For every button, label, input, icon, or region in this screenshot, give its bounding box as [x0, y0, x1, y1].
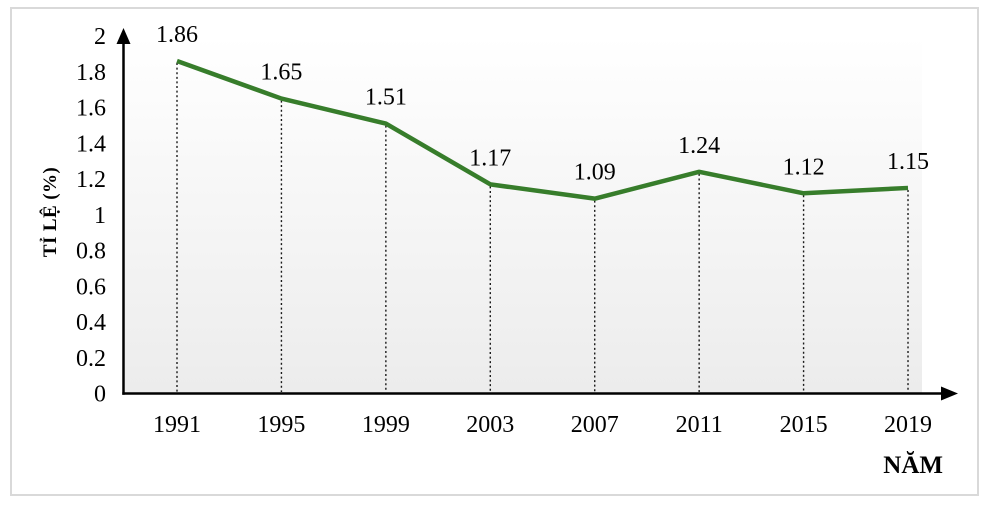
y-tick-label-1: 1 [94, 203, 106, 229]
y-axis-arrow-icon [116, 28, 131, 44]
y-tick-label-0.6: 0.6 [76, 274, 106, 300]
point-label-2019: 1.15 [887, 149, 929, 175]
y-tick-label-0.8: 0.8 [76, 239, 106, 265]
x-tick-label-2007: 2007 [571, 412, 619, 438]
point-label-2003: 1.17 [469, 145, 511, 171]
y-tick-label-0: 0 [94, 382, 106, 408]
point-label-2007: 1.09 [574, 160, 616, 186]
y-tick-label-0.2: 0.2 [76, 346, 106, 372]
x-axis-title: NĂM [883, 452, 943, 479]
data-series-line [176, 58, 909, 201]
y-tick-label-1.2: 1.2 [76, 167, 106, 193]
x-tick-label-1999: 1999 [362, 412, 410, 438]
x-tick-label-1991: 1991 [153, 412, 201, 438]
point-label-2015: 1.12 [783, 154, 825, 180]
y-tick-label-1.4: 1.4 [76, 131, 106, 157]
point-label-1999: 1.51 [365, 85, 407, 111]
x-tick-label-2019: 2019 [884, 412, 932, 438]
x-axis-arrow-icon [941, 386, 958, 401]
plot-area [125, 36, 922, 393]
chart-border-frame [10, 7, 979, 496]
y-tick-label-0.4: 0.4 [76, 310, 106, 336]
x-tick-label-2015: 2015 [780, 412, 828, 438]
y-tick-label-1.6: 1.6 [76, 96, 106, 122]
x-tick-label-2003: 2003 [466, 412, 514, 438]
y-tick-label-2: 2 [94, 24, 106, 50]
y-axis-title: TỈ LỆ (%) [40, 166, 61, 258]
y-tick-label-1.8: 1.8 [76, 60, 106, 86]
point-label-1995: 1.65 [260, 60, 302, 86]
x-tick-label-2011: 2011 [676, 412, 723, 438]
x-tick-label-1995: 1995 [257, 412, 305, 438]
point-label-1991: 1.86 [156, 22, 198, 48]
point-label-2011: 1.24 [678, 133, 720, 159]
